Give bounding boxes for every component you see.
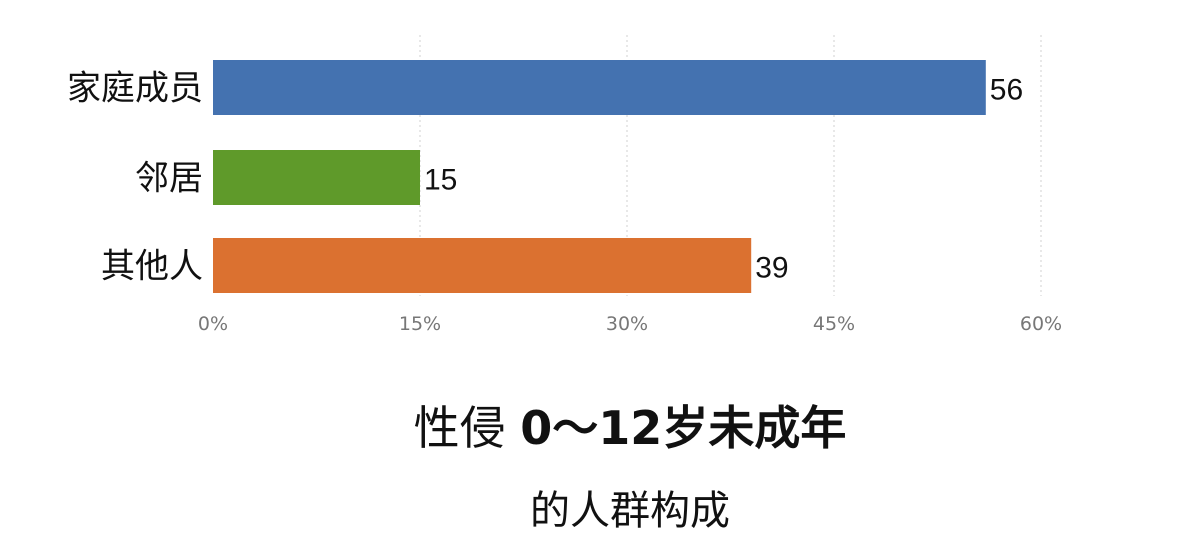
title-part-1: 性侵 xyxy=(413,401,506,455)
category-label: 其他人 xyxy=(101,247,203,287)
x-tick-label: 60% xyxy=(1020,313,1062,335)
x-tick-label: 30% xyxy=(606,313,648,335)
chart-title: 性侵 0～12岁未成年 xyxy=(0,392,1200,458)
data-label: 15 xyxy=(424,164,457,197)
title-part-2: 0～12岁未成年 xyxy=(520,401,847,455)
data-label: 56 xyxy=(990,74,1023,107)
category-label: 家庭成员 xyxy=(67,69,203,109)
category-label: 邻居 xyxy=(135,159,203,199)
bar xyxy=(213,238,752,293)
bar-chart: 0% 15% 30% 45% 60% 家庭成员 56 邻居 15 其他人 39 xyxy=(67,35,1062,335)
bar xyxy=(213,150,420,205)
x-tick-label: 0% xyxy=(198,313,228,335)
x-tick-label: 45% xyxy=(813,313,855,335)
x-tick-label: 15% xyxy=(399,313,441,335)
data-label: 39 xyxy=(755,252,788,285)
chart-subtitle: 的人群构成 xyxy=(530,488,730,534)
bar xyxy=(213,60,986,115)
